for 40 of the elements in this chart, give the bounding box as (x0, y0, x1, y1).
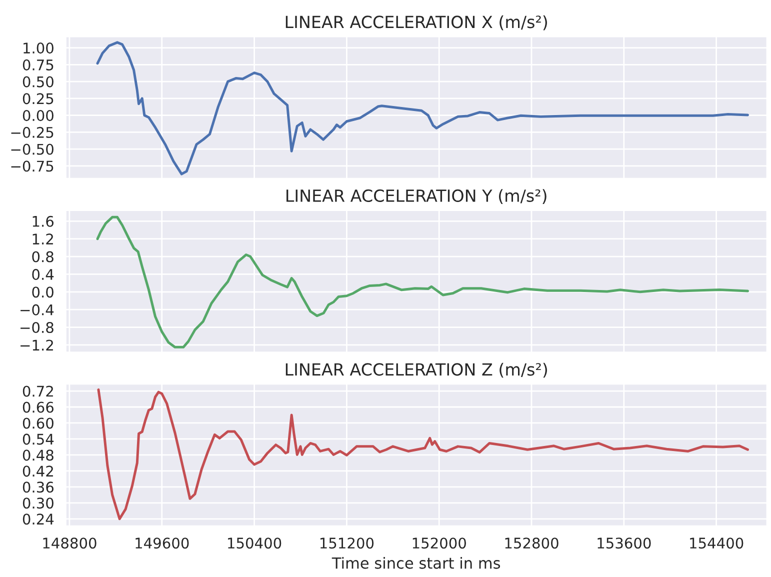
y-tick-label: 0.50 (22, 76, 54, 88)
x-tick-label: 152000 (412, 538, 466, 549)
y-tick-label: −0.50 (11, 144, 54, 155)
chart-title: LINEAR ACCELERATION Y (m/s²) (286, 189, 546, 204)
y-tick-label: 0.75 (22, 59, 54, 70)
x-axis-title: Time since start in ms (332, 557, 500, 569)
y-tick-label: 0.0 (32, 286, 54, 298)
y-tick-label: 0.60 (22, 418, 54, 429)
y-tick-label: 0.24 (22, 514, 54, 525)
chart-title: LINEAR ACCELERATION X (m/s²) (286, 15, 547, 30)
x-tick-label: 152800 (505, 538, 558, 549)
y-tick-label: 0.36 (22, 482, 54, 493)
y-tick-label: −0.8 (20, 322, 54, 334)
line-series (96, 216, 749, 348)
y-tick-label: 0.54 (22, 434, 54, 445)
y-tick-label: −0.25 (11, 126, 54, 138)
y-tick-label: −0.4 (20, 304, 54, 316)
y-tick-label: 0.66 (22, 402, 54, 413)
y-tick-label: 1.2 (32, 234, 53, 244)
y-tick-label: 0.25 (22, 93, 54, 104)
y-tick-label: −0.75 (11, 160, 54, 172)
y-tick-label: 0.42 (22, 466, 53, 477)
y-tick-label: 1.6 (32, 216, 54, 227)
x-tick-label: 150400 (228, 538, 282, 549)
y-tick-label: 0.72 (22, 386, 53, 397)
x-tick-label: 154400 (690, 538, 744, 549)
y-tick-label: 0.00 (22, 110, 54, 122)
x-tick-label: 148800 (43, 538, 96, 549)
x-tick-label: 149600 (136, 538, 189, 549)
x-tick-label: 153600 (598, 538, 651, 549)
line-series (96, 41, 749, 176)
line-series (97, 388, 749, 520)
y-tick-label: 0.4 (32, 268, 54, 280)
y-tick-label: 0.30 (22, 498, 54, 509)
y-tick-label: 0.48 (22, 450, 54, 461)
y-tick-label: 1.00 (24, 42, 54, 54)
x-tick-label: 151200 (320, 538, 374, 549)
y-tick-label: 0.8 (32, 251, 54, 262)
y-tick-label: −1.2 (20, 340, 53, 351)
chart-title: LINEAR ACCELERATION Z (m/s²) (286, 362, 547, 378)
